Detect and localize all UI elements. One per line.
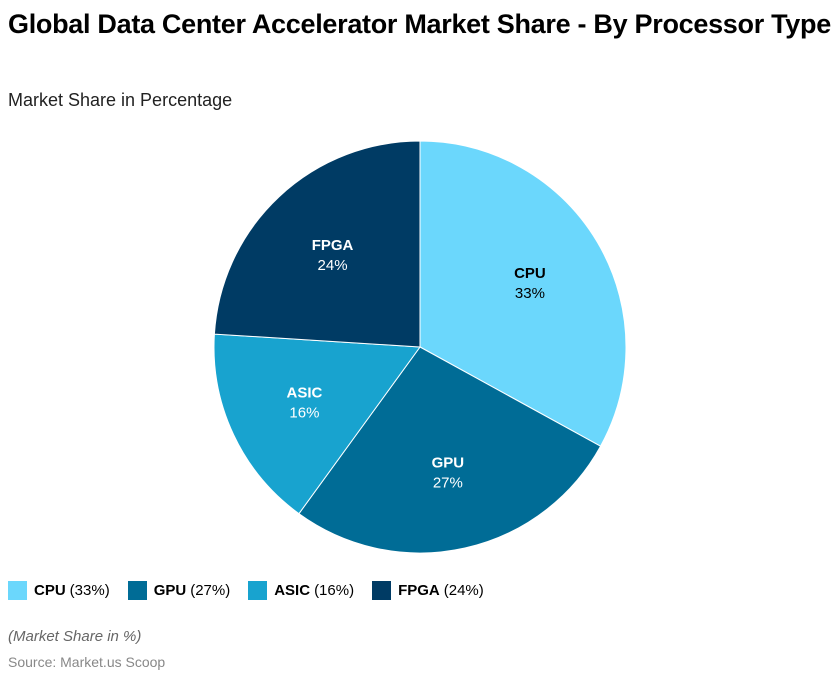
legend-item-asic: ASIC (16%)	[248, 581, 354, 600]
chart-subtitle: Market Share in Percentage	[8, 90, 233, 110]
pie-slice-cpu	[419, 140, 627, 447]
legend-label: FPGA (24%)	[398, 582, 484, 599]
slice-label-cpu: CPU	[514, 265, 546, 282]
chart-title: Global Data Center Accelerator Market Sh…	[8, 9, 831, 39]
slice-value-fpga: 24%	[318, 257, 348, 274]
slice-label-asic: ASIC	[287, 384, 323, 401]
legend-item-gpu: GPU (27%)	[127, 581, 231, 600]
legend-label: GPU (27%)	[153, 582, 231, 599]
pie-slice-gpu	[298, 346, 602, 554]
legend-item-fpga: FPGA (24%)	[372, 581, 484, 600]
slice-value-gpu: 27%	[433, 475, 463, 492]
pie-slice-fpga	[213, 140, 421, 348]
chart-note: (Market Share in %)	[8, 628, 142, 645]
source-text: Source: Market.us Scoop	[8, 654, 166, 670]
legend-swatch	[372, 581, 392, 600]
legend-swatch	[127, 581, 147, 600]
legend-label: ASIC (16%)	[274, 582, 355, 599]
slice-label-fpga: FPGA	[312, 237, 354, 254]
slice-label-gpu: GPU	[432, 455, 465, 472]
pie-slice-asic	[213, 333, 421, 515]
legend-label: CPU (33%)	[34, 582, 110, 599]
slice-value-cpu: 33%	[515, 285, 545, 302]
legend-item-cpu: CPU (33%)	[8, 581, 110, 600]
legend-swatch	[8, 581, 27, 600]
slice-value-asic: 16%	[289, 404, 319, 421]
legend-swatch	[248, 581, 268, 600]
legend: CPU (33%) GPU (27%) ASIC (16%) FPGA (24%)	[8, 581, 484, 600]
